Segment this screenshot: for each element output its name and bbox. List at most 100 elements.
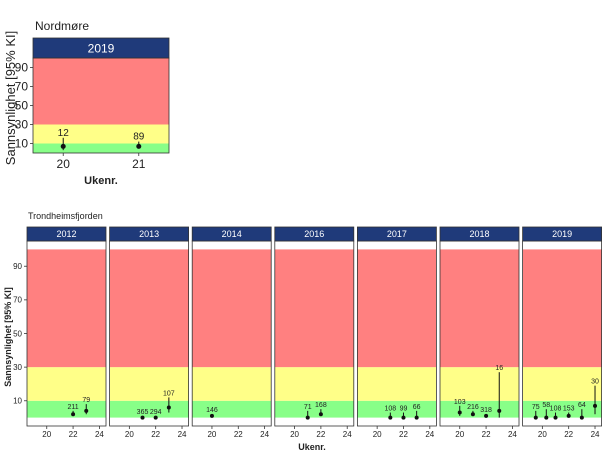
chart2-panel1-point-2 [166,405,171,410]
chart1-panel0-point-label-1: 89 [133,132,145,143]
chart1-panel0-x-tick-label: 21 [132,157,146,171]
chart2-panel2-strip-label: 2014 [222,229,242,239]
chart2-panel5-point-1 [470,412,475,417]
chart1-panel0-strip [32,37,170,59]
chart2-panel3-strip-label: 2016 [304,229,324,239]
chart1-y-tick-label: 70 [15,80,29,94]
chart2-panel4-zone-yellow [357,367,437,401]
chart2-panel6-point-label-0: 75 [532,404,540,411]
chart2-panel0-x-tick-label: 20 [42,430,51,439]
chart2-panel6-zone-red [522,249,602,368]
chart2-panel1-zone-yellow [109,367,189,401]
chart2-xlabel: Ukenr. [298,442,326,452]
chart2-title: Trondheimsfjorden [28,211,103,221]
chart2-panel1-point-label-1: 294 [150,409,162,416]
chart2-ylabel: Sannsynlighet [95% KI] [3,287,13,387]
chart1-y-tick-label: 10 [15,137,29,151]
chart2-y-tick-label: 50 [13,329,22,338]
chart2-panel5-strip-label: 2018 [469,229,489,239]
chart2-panel5-x-tick-label: 20 [455,430,464,439]
chart2-panel6-x-tick-label: 20 [538,430,547,439]
chart2-y-tick-label: 10 [13,397,22,406]
chart2-panel4-point-label-0: 108 [384,406,396,413]
chart2-panel5-point-label-0: 103 [454,399,466,406]
chart1-panel0-x-tick-label: 20 [57,157,71,171]
chart2-panel5-strip [439,226,520,242]
chart1-title: Nordmøre [35,19,89,33]
chart2-panel5-point-label-3: 16 [495,365,503,372]
chart2-panel0-point-label-1: 79 [82,397,90,404]
chart2-panel6-point-4 [579,415,584,420]
chart2-panel3-point-0 [305,415,310,420]
chart2-panel6-point-label-2: 108 [550,406,562,413]
chart2-panel6-x-tick-label: 22 [564,430,573,439]
chart2-panel0-point-1 [84,408,89,413]
chart2-panel0-x-tick-label: 24 [95,430,104,439]
chart2-panel4-point-label-1: 99 [400,406,408,413]
chart2-panel3-zone-red [274,249,354,368]
chart2-panel5-zone-red [440,249,519,368]
chart2-panel1-zone-red [109,249,189,368]
chart2-panel2-point-0 [209,413,214,418]
chart2-panel2-zone-green [192,400,272,418]
chart1-y-tick-label: 90 [15,61,29,75]
chart2-panel3-point-label-1: 168 [315,402,327,409]
chart2-panel3-point-label-0: 71 [304,404,312,411]
chart2-panel5-point-label-2: 318 [480,407,492,414]
chart2-panel1-x-tick-label: 24 [178,430,187,439]
chart2-panel1-point-label-0: 365 [137,409,149,416]
chart2-panel6-point-label-3: 153 [563,406,575,413]
chart2-y-tick-label: 90 [13,262,22,271]
chart2-panel1-x-tick-label: 20 [125,430,134,439]
chart2-panel3-x-tick-label: 24 [343,430,352,439]
chart2-panel0-strip-label: 2012 [56,229,76,239]
chart1-panel0-point-label-0: 12 [58,128,70,139]
chart2-panel4-strip [356,226,437,242]
chart2-panel2-x-tick-label: 22 [234,430,243,439]
chart2-panel6-zone-yellow [522,367,602,401]
chart1-xlabel: Ukenr. [84,175,118,187]
chart2-panel4-point-label-2: 66 [413,404,421,411]
chart2-panel6-strip-label: 2019 [552,229,572,239]
chart2-panel6-point-label-1: 58 [542,402,550,409]
chart2-panel6-point-2 [553,415,558,420]
chart2-panel5-x-tick-label: 22 [482,430,491,439]
chart1-panel0-zone-green [33,143,169,153]
chart1-panel0-point-1 [136,143,142,149]
chart2-panel5-point-2 [484,413,489,418]
chart2-panel4-x-tick-label: 24 [425,430,434,439]
chart2-panel0-point-0 [71,412,76,417]
chart1-ylabel: Sannsynlighet [95% KI] [3,31,18,165]
chart2-panel2-point-label-0: 146 [206,407,218,414]
chart2-panel2-strip [191,226,272,242]
chart2-panel4-zone-green [357,400,437,418]
chart2-panel3-x-tick-label: 20 [290,430,299,439]
chart2-panel1-strip [109,226,189,242]
chart2-panel6-x-tick-label: 24 [591,430,600,439]
chart2-panel6-point-label-5: 30 [591,379,599,386]
chart2-panel2-x-tick-label: 20 [207,430,216,439]
chart2-y-tick-label: 70 [13,296,22,305]
chart2-panel1-point-0 [140,415,145,420]
chart2-panel6-point-1 [544,415,549,420]
chart2-panel2-zone-red [192,249,272,368]
chart2-panel5-point-0 [457,410,462,415]
chart2-panel5-point-3 [497,408,502,413]
chart2-panel1-x-tick-label: 22 [151,430,160,439]
chart2-panel0-point-label-0: 211 [67,404,78,411]
chart2-y-tick-label: 30 [13,363,22,372]
chart2-panel6-point-5 [593,403,598,408]
chart2-panel3-point-1 [318,412,323,417]
chart2-panel1-point-1 [153,415,158,420]
chart2-panel0-zone-yellow [27,367,106,401]
chart2-panel4-x-tick-label: 20 [373,430,382,439]
chart2-panel4-point-1 [401,415,406,420]
chart2-panel6-point-0 [533,415,538,420]
chart2-panel4-x-tick-label: 22 [399,430,408,439]
chart2-panel2-x-tick-label: 24 [260,430,269,439]
chart2-panel1-strip-label: 2013 [139,229,159,239]
chart2-panel3-zone-green [274,400,354,418]
chart2-panel4-zone-red [357,249,437,368]
chart2-panel0-zone-red [27,249,106,368]
